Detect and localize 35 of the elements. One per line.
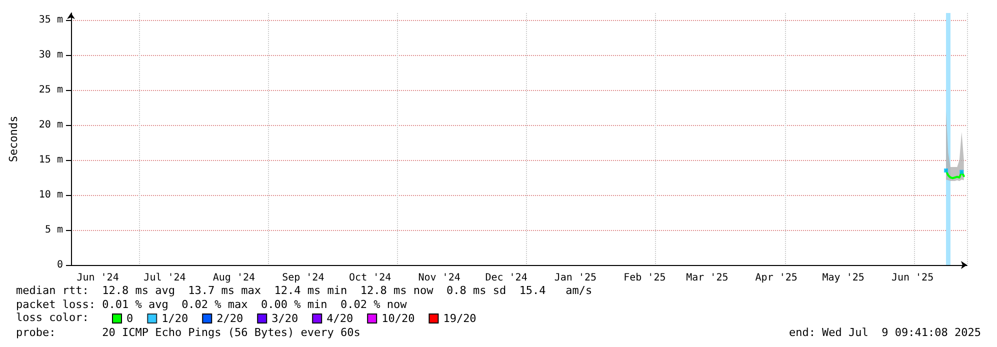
x-tick-label: Jan '25 (554, 272, 597, 284)
y-tick-label: 25 m (38, 84, 63, 96)
text: end: Wed Jul 9 09:41:08 2025 (788, 326, 982, 339)
x-tick-label: Sep '24 (282, 272, 324, 284)
legend-label: 4/20 (326, 312, 354, 325)
y-tick-label: 20 m (38, 120, 63, 130)
x-tick-label: Aug '24 (212, 272, 256, 284)
x-tick-label: Apr '25 (755, 272, 798, 284)
x-tick-label: Jun '25 (891, 272, 934, 284)
x-tick-label: Mar '25 (686, 272, 728, 284)
line-series (945, 170, 965, 180)
legend-title: loss color: (16, 311, 89, 324)
x-tick-label: Oct '24 (349, 272, 392, 284)
text: median rtt: 12.8 ms avg 13.7 ms max 12.4 ms min 12.8 ms now 0.8 ms sd 15.4 am/s (16, 284, 592, 297)
legend-label: 19/20 (443, 312, 476, 325)
text: probe: 20 ICMP Echo Pings (56 Bytes) every 60s (16, 326, 360, 339)
legend-label: 10/20 (382, 312, 415, 325)
legend-label: 0 (126, 312, 134, 325)
y-tick-label: 15 m (38, 154, 63, 166)
legend-label: 1/20 (162, 312, 188, 325)
legend-label: 3/20 (272, 312, 298, 325)
x-tick-label: Jul '24 (144, 272, 186, 284)
x-tick-label: Feb '25 (624, 272, 666, 284)
y-tick-label: 35 m (38, 14, 63, 26)
x-tick-label: Nov '24 (418, 272, 460, 284)
x-tick-label: Dec '24 (485, 272, 528, 284)
y-tick-label: 0 (56, 260, 63, 270)
x-tick-label: Jun '24 (76, 272, 119, 284)
text: packet loss: 0.01 % avg 0.02 % max 0.00 % min 0.02 % now (16, 298, 408, 311)
x-tick-label: May '25 (822, 272, 864, 284)
y-tick-label: 10 m (38, 190, 63, 200)
y-tick-label: 5 m (44, 224, 63, 236)
y-axis-title: Seconds (7, 116, 20, 162)
y-tick-label: 30 m (38, 50, 63, 60)
legend-label: 2/20 (216, 312, 244, 325)
